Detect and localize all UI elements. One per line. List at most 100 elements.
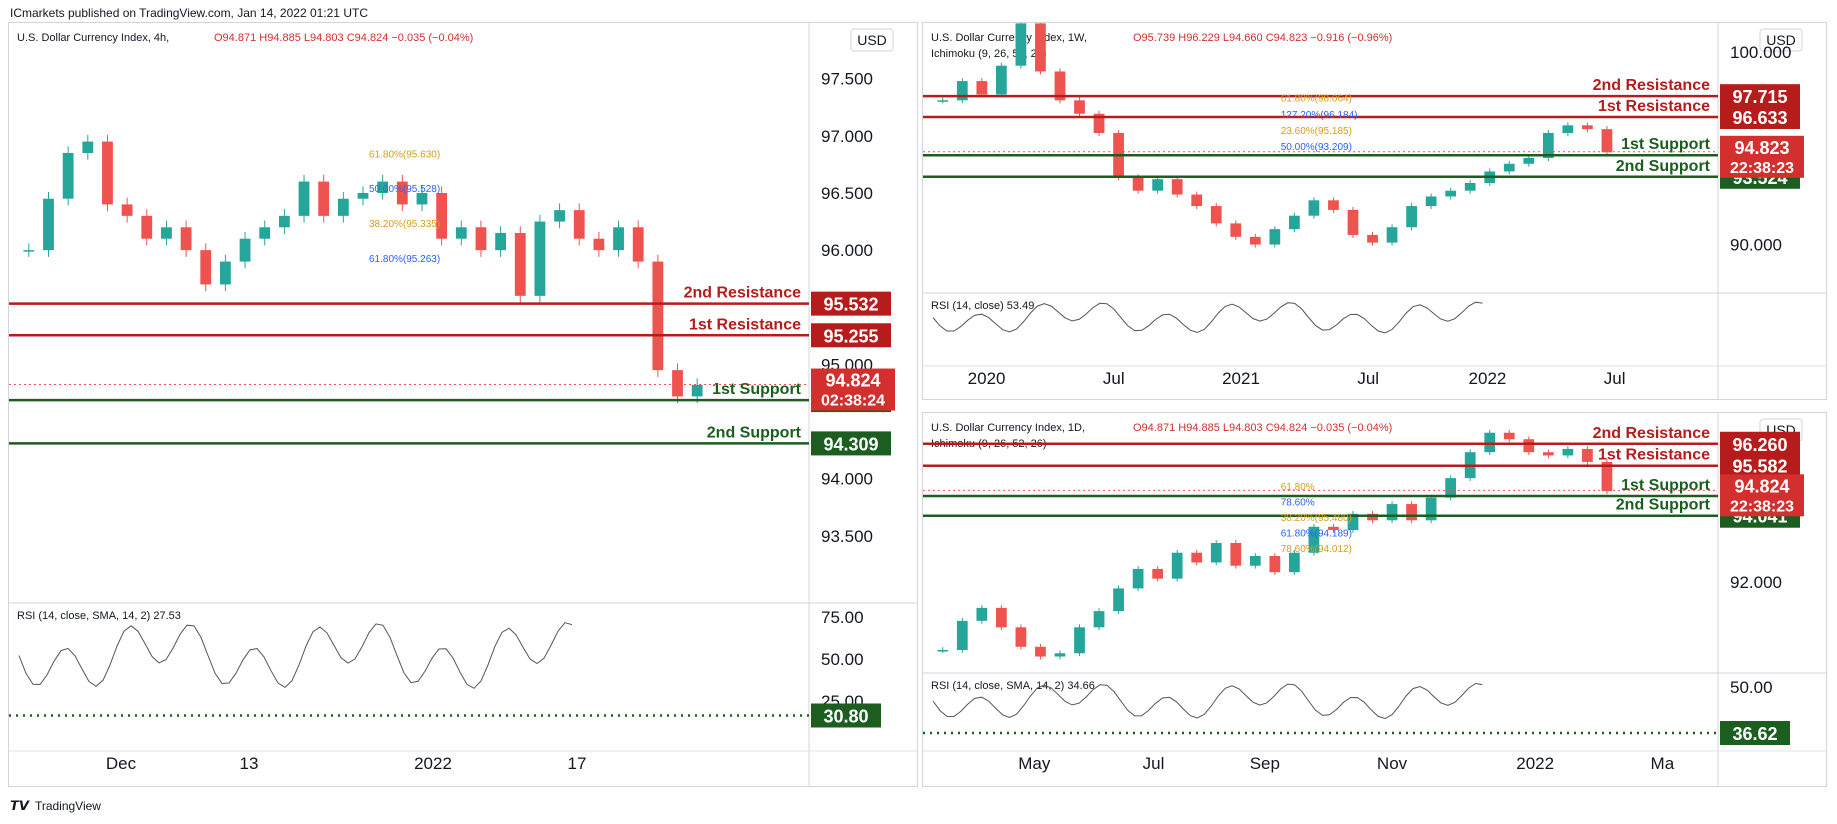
currency-label: USD <box>1766 32 1796 48</box>
candle-body <box>593 238 605 251</box>
candle-body <box>1347 209 1359 235</box>
price-tag-bg <box>811 323 891 348</box>
candle-body <box>1074 627 1085 654</box>
rsi-tag-bg <box>811 703 881 728</box>
footer: 𝙏𝙑 TradingView <box>10 798 101 814</box>
fib-label: 61.80% <box>1281 482 1315 493</box>
rsi-line <box>18 622 573 689</box>
candle-body <box>1308 200 1320 216</box>
chart-title: U.S. Dollar Currency Index, 1W, <box>931 32 1087 44</box>
candle-body <box>1054 653 1066 657</box>
candle-body <box>161 227 172 239</box>
price-tag: 94.309 <box>823 434 878 454</box>
candle-body <box>1015 23 1027 66</box>
candle-body <box>1289 215 1300 230</box>
candle-body <box>652 261 664 371</box>
candle-body <box>43 198 54 251</box>
candle-body <box>1601 129 1613 153</box>
candle-body <box>1054 71 1066 101</box>
rsi-label: RSI (14, close, SMA, 14, 2) 27.53 <box>17 610 181 622</box>
price-tag: 97.715 <box>1732 87 1787 107</box>
candle-body <box>1582 448 1593 462</box>
candle-body <box>1562 125 1574 133</box>
candle-body <box>672 370 683 397</box>
candle-body <box>396 181 408 205</box>
ohlc-readout: O94.871 H94.885 L94.803 C94.824 −0.035 (… <box>1133 422 1392 434</box>
candle-body <box>1093 113 1105 133</box>
rsi-tag-bg <box>1720 721 1790 745</box>
level-label: 2nd Resistance <box>684 285 801 302</box>
candle-body <box>357 193 369 199</box>
y-tick-label: 96.000 <box>821 241 873 260</box>
publisher-header: ICmarkets published on TradingView.com, … <box>10 6 368 20</box>
x-tick-label: 2020 <box>968 369 1006 388</box>
candle-body <box>1386 504 1398 521</box>
chart-panel-1d[interactable]: U.S. Dollar Currency Index, 1D, O94.871 H… <box>922 412 1827 787</box>
chart-panel-1w[interactable]: U.S. Dollar Currency Index, 1W, O95.739 H… <box>922 20 1827 400</box>
candle-body <box>1171 179 1183 195</box>
chart-1d-svg[interactable]: U.S. Dollar Currency Index, 1D, O94.871 H… <box>923 413 1826 786</box>
ohlc-readout: O94.871 H94.885 L94.803 C94.824 −0.035 (… <box>214 32 473 44</box>
candle-body <box>278 215 290 228</box>
candle-body <box>102 141 113 205</box>
indicator-label: Ichimoku (9, 26, 52, 26) <box>931 48 1047 60</box>
level-label: 1st Support <box>1621 136 1711 153</box>
x-tick-label: Dec <box>106 754 137 773</box>
candle-body <box>1562 448 1574 456</box>
price-tag-bg <box>1720 453 1800 478</box>
candle-body <box>1249 236 1261 245</box>
candle-body <box>995 65 1007 95</box>
x-tick-label: Jul <box>1357 369 1379 388</box>
y-tick-label: 97.500 <box>821 70 873 89</box>
candle-body <box>436 193 448 239</box>
candle-body <box>1093 611 1105 628</box>
candle-body <box>259 227 271 239</box>
last-price-value: 94.824 <box>825 371 880 391</box>
fib-label: 61.80%(94.189) <box>1281 529 1352 540</box>
x-tick-label: 2022 <box>1516 754 1554 773</box>
candle-body <box>937 100 949 102</box>
last-price-countdown: 22:38:23 <box>1730 160 1794 177</box>
candle-body <box>937 650 949 652</box>
chart-1w-svg[interactable]: U.S. Dollar Currency Index, 1W, O95.739 H… <box>923 20 1826 399</box>
candle-body <box>1132 177 1144 191</box>
candle-body <box>1074 100 1085 114</box>
candle-body <box>1484 432 1496 453</box>
candle-body <box>1328 200 1339 210</box>
price-tag-bg <box>811 291 891 316</box>
rsi-line <box>932 301 1483 334</box>
x-tick-label: Nov <box>1377 754 1408 773</box>
last-price-bg <box>1720 474 1804 517</box>
candle-body <box>1445 190 1457 197</box>
fib-label: 61.80%(98.064) <box>1281 94 1352 105</box>
candle-body <box>1503 163 1515 172</box>
y-tick-label: 93.500 <box>821 527 873 546</box>
candle-body <box>1582 125 1593 130</box>
candle-body <box>1152 568 1164 579</box>
tradingview-logo-icon: 𝙏𝙑 <box>10 798 29 813</box>
fib-label: 61.80%(95.263) <box>369 254 440 265</box>
price-tag: 96.260 <box>1732 435 1787 455</box>
candle-body <box>1386 227 1398 243</box>
candle-body <box>121 204 133 216</box>
candle-body <box>1269 229 1281 245</box>
candle-body <box>956 620 968 651</box>
candle-body <box>62 153 74 199</box>
candle-body <box>23 250 35 252</box>
x-tick-label: Jul <box>1143 754 1165 773</box>
rsi-label: RSI (14, close) 53.49 <box>931 300 1034 312</box>
chart-4h-svg[interactable]: U.S. Dollar Currency Index, 4h, O94.871 H… <box>9 23 917 786</box>
y-tick-label: 90.000 <box>1730 236 1782 255</box>
candle-body <box>1191 552 1203 563</box>
price-tag-bg <box>1720 431 1800 456</box>
candle-body <box>1035 23 1046 72</box>
candle-body <box>1308 526 1320 553</box>
x-tick-label: 13 <box>240 754 259 773</box>
level-label: 2nd Support <box>707 424 802 441</box>
level-label: 2nd Resistance <box>1593 77 1710 94</box>
candle-body <box>180 227 192 251</box>
chart-panel-4h[interactable]: U.S. Dollar Currency Index, 4h, O94.871 H… <box>8 22 918 787</box>
y-tick-label: 97.000 <box>821 127 873 146</box>
level-label: 1st Resistance <box>1598 447 1710 464</box>
candle-body <box>573 210 585 239</box>
